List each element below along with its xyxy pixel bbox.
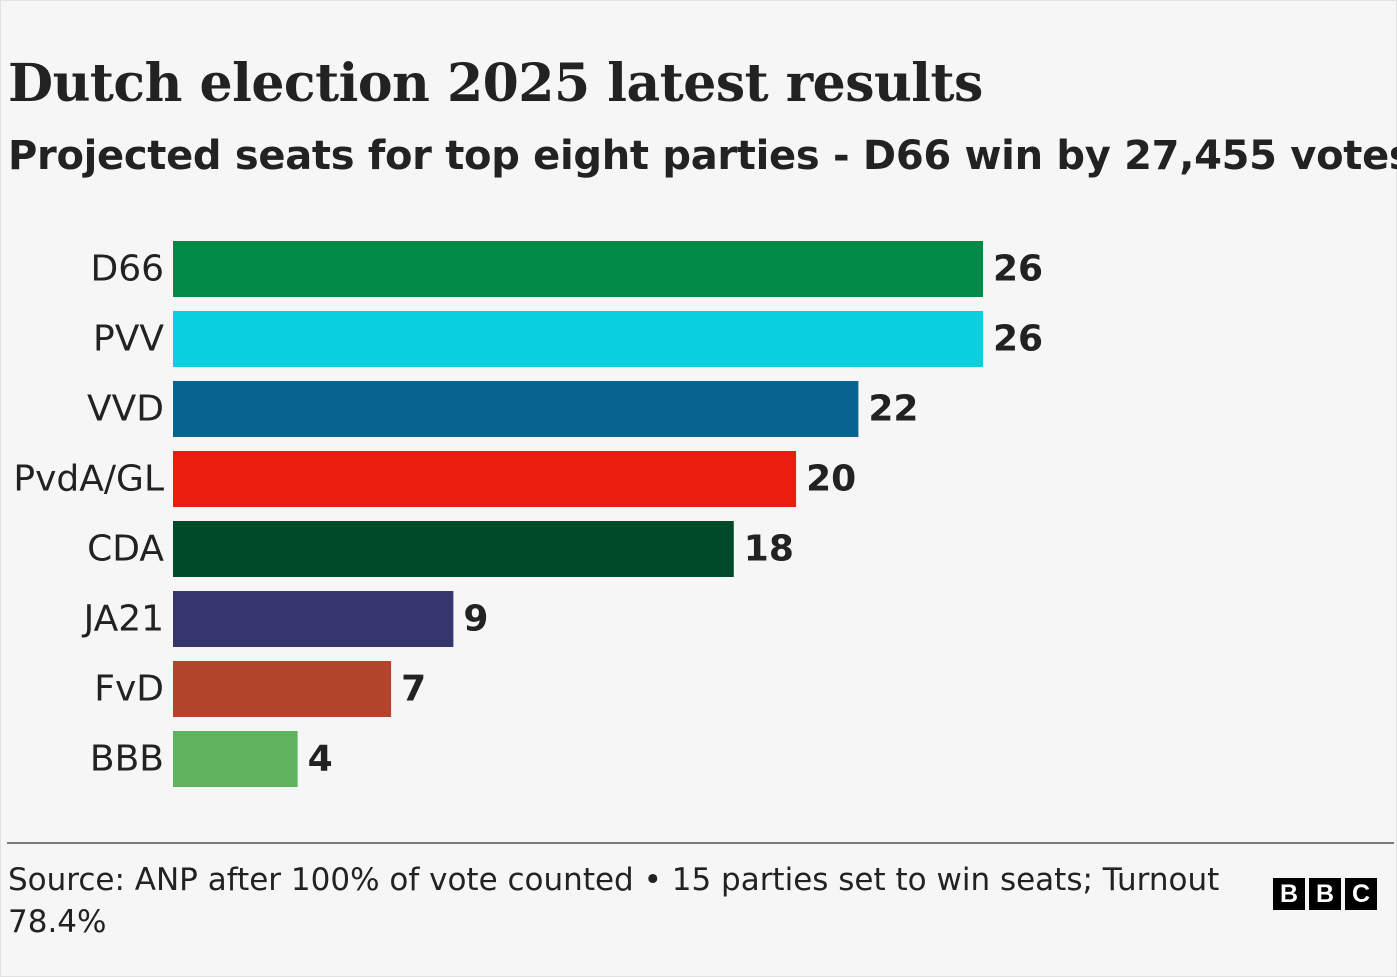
value-label-bbb: 4: [308, 739, 333, 780]
bar-pvv: [173, 311, 983, 367]
bar-cda: [173, 521, 734, 577]
chart-title: Dutch election 2025 latest results: [8, 53, 983, 114]
bbc-logo-letter-1: B: [1273, 878, 1305, 910]
value-label-ja21: 9: [463, 599, 488, 640]
bar-d66: [173, 241, 983, 297]
footer-divider: [7, 842, 1394, 844]
value-label-vvd: 22: [868, 389, 918, 430]
bbc-logo-letter-3: C: [1345, 878, 1377, 910]
source-note: Source: ANP after 100% of vote counted •…: [8, 862, 1220, 940]
bar-vvd: [173, 381, 859, 437]
category-label-fvd: FvD: [94, 669, 164, 710]
bar-fvd: [173, 661, 392, 717]
category-label-pvv: PVV: [93, 319, 164, 360]
bar-bbb: [173, 731, 298, 787]
value-label-d66: 26: [993, 249, 1043, 290]
bar-ja21: [173, 591, 454, 647]
category-label-vvd: VVD: [87, 389, 164, 430]
category-label-ja21: JA21: [82, 599, 164, 640]
category-label-d66: D66: [90, 249, 164, 290]
chart-subtitle: Projected seats for top eight parties - …: [8, 133, 1397, 179]
bar-pvda-gl: [173, 451, 797, 507]
bbc-logo: B B C: [1273, 878, 1377, 910]
category-label-pvda-gl: PvdA/GL: [13, 459, 164, 500]
category-label-bbb: BBB: [90, 739, 164, 780]
value-label-pvv: 26: [993, 319, 1043, 360]
bbc-logo-letter-2: B: [1309, 878, 1341, 910]
value-label-cda: 18: [744, 529, 794, 570]
category-label-cda: CDA: [87, 529, 164, 570]
value-label-pvda-gl: 20: [806, 459, 856, 500]
value-label-fvd: 7: [401, 669, 426, 710]
